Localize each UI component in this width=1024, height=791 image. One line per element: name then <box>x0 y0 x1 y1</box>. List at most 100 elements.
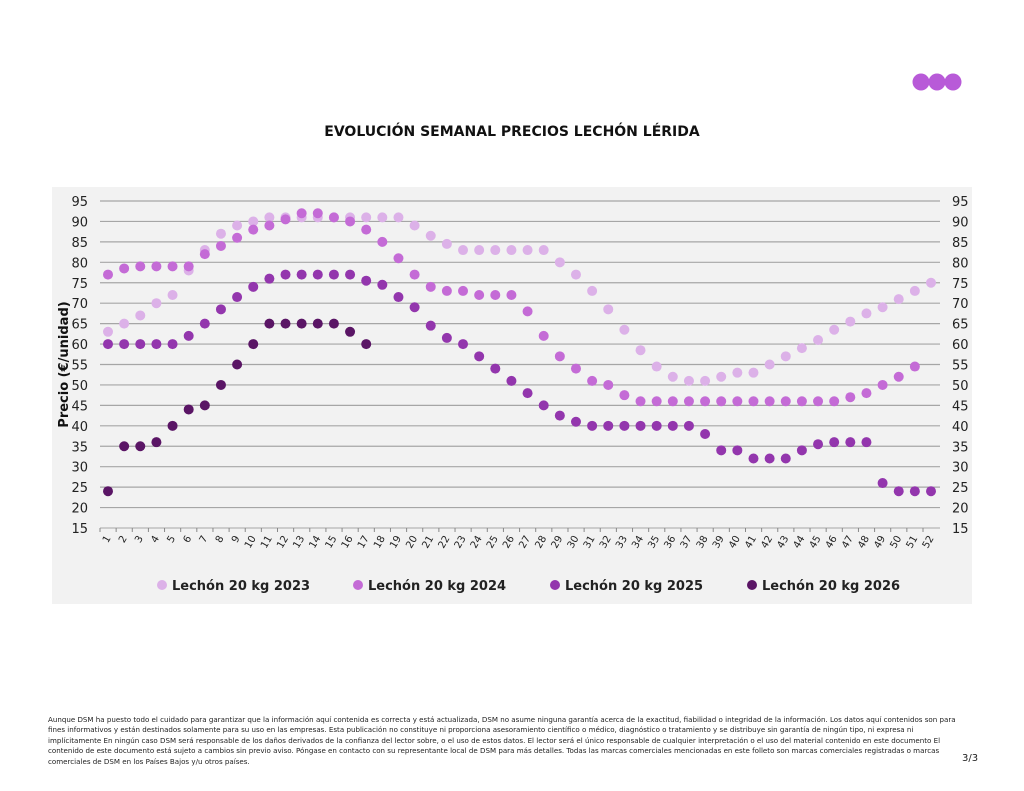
page-number: 3/3 <box>962 753 979 764</box>
data-point-lechón-20-kg-2025 <box>635 420 646 431</box>
x-tick-label: 19 <box>388 534 404 551</box>
data-point-lechón-20-kg-2025 <box>587 420 598 431</box>
data-point-lechón-20-kg-2023 <box>635 345 646 356</box>
data-point-lechón-20-kg-2024 <box>764 396 775 407</box>
data-point-lechón-20-kg-2026 <box>215 379 226 390</box>
data-point-lechón-20-kg-2023 <box>780 351 791 362</box>
data-point-lechón-20-kg-2024 <box>667 396 678 407</box>
data-point-lechón-20-kg-2026 <box>199 400 210 411</box>
y-tick-label-right: 45 <box>952 399 969 414</box>
x-tick-label: 27 <box>517 534 533 551</box>
y-tick-label-left: 50 <box>71 379 88 394</box>
data-point-lechón-20-kg-2024 <box>619 390 630 401</box>
data-point-lechón-20-kg-2025 <box>796 445 807 456</box>
x-tick-label: 39 <box>711 534 727 551</box>
data-point-lechón-20-kg-2026 <box>232 359 243 370</box>
y-tick-label-right: 65 <box>952 318 969 333</box>
data-point-lechón-20-kg-2025 <box>312 269 323 280</box>
data-point-lechón-20-kg-2023 <box>926 277 936 288</box>
data-point-lechón-20-kg-2025 <box>780 453 791 464</box>
data-point-lechón-20-kg-2025 <box>845 437 856 448</box>
y-tick-label-left: 90 <box>71 215 88 230</box>
data-point-lechón-20-kg-2023 <box>215 228 226 239</box>
data-point-lechón-20-kg-2024 <box>248 224 259 235</box>
data-point-lechón-20-kg-2025 <box>441 332 452 343</box>
data-point-lechón-20-kg-2025 <box>425 320 436 331</box>
data-point-lechón-20-kg-2023 <box>425 230 436 241</box>
data-point-lechón-20-kg-2023 <box>119 318 130 329</box>
data-point-lechón-20-kg-2023 <box>264 212 275 223</box>
data-point-lechón-20-kg-2024 <box>861 388 872 399</box>
x-tick-label: 9 <box>230 534 243 545</box>
data-point-lechón-20-kg-2023 <box>861 308 872 319</box>
data-point-lechón-20-kg-2023 <box>909 285 920 296</box>
data-point-lechón-20-kg-2026 <box>183 404 194 415</box>
y-tick-label-right: 80 <box>952 256 969 271</box>
data-point-lechón-20-kg-2023 <box>490 245 501 256</box>
x-tick-label: 24 <box>469 534 485 551</box>
x-tick-label: 48 <box>856 534 872 551</box>
data-point-lechón-20-kg-2023 <box>135 310 146 321</box>
x-tick-label: 47 <box>840 534 856 551</box>
data-point-lechón-20-kg-2025 <box>748 453 759 464</box>
x-tick-label: 20 <box>404 534 420 551</box>
data-point-lechón-20-kg-2024 <box>796 396 807 407</box>
x-tick-label: 14 <box>307 534 323 551</box>
data-point-lechón-20-kg-2025 <box>264 273 275 284</box>
data-point-lechón-20-kg-2023 <box>248 216 259 227</box>
data-point-lechón-20-kg-2025 <box>328 269 339 280</box>
y-tick-label-right: 85 <box>952 236 969 251</box>
x-tick-label: 34 <box>630 534 646 551</box>
data-point-lechón-20-kg-2025 <box>570 416 581 427</box>
x-tick-label: 10 <box>243 534 259 551</box>
data-point-lechón-20-kg-2025 <box>296 269 307 280</box>
legend-marker <box>747 580 757 590</box>
data-point-lechón-20-kg-2025 <box>183 330 194 341</box>
dsm-logo <box>912 73 962 91</box>
legend-marker <box>353 580 363 590</box>
data-point-lechón-20-kg-2025 <box>103 339 113 350</box>
data-point-lechón-20-kg-2024 <box>296 208 307 219</box>
y-tick-label-right: 75 <box>952 277 969 292</box>
x-tick-label: 7 <box>198 534 211 545</box>
data-point-lechón-20-kg-2023 <box>522 245 533 256</box>
x-tick-label: 33 <box>614 534 630 551</box>
y-tick-label-left: 15 <box>71 522 88 537</box>
data-point-lechón-20-kg-2024 <box>280 214 291 225</box>
data-point-lechón-20-kg-2025 <box>926 486 936 497</box>
x-tick-label: 50 <box>888 534 904 551</box>
x-tick-label: 4 <box>149 534 162 545</box>
y-tick-label-right: 90 <box>952 215 969 230</box>
data-point-lechón-20-kg-2024 <box>474 290 485 301</box>
chart-panel: 15 15 20 20 25 25 30 30 35 35 40 40 45 45 50 50 55 55 60 60… <box>52 187 972 604</box>
y-tick-label-left: 35 <box>71 440 88 455</box>
data-point-lechón-20-kg-2024 <box>232 232 243 243</box>
y-tick-label-left: 60 <box>71 338 88 353</box>
x-tick-label: 46 <box>824 534 840 551</box>
data-point-lechón-20-kg-2024 <box>780 396 791 407</box>
x-tick-label: 17 <box>356 534 372 551</box>
x-tick-label: 37 <box>679 534 695 551</box>
x-tick-label: 2 <box>117 534 130 545</box>
data-point-lechón-20-kg-2023 <box>232 220 243 231</box>
data-point-lechón-20-kg-2023 <box>538 245 549 256</box>
x-tick-label: 42 <box>759 534 775 551</box>
data-point-lechón-20-kg-2024 <box>748 396 759 407</box>
data-point-lechón-20-kg-2024 <box>700 396 711 407</box>
data-point-lechón-20-kg-2024 <box>522 306 533 317</box>
data-point-lechón-20-kg-2023 <box>651 361 662 372</box>
x-tick-label: 41 <box>743 534 759 551</box>
data-point-lechón-20-kg-2023 <box>474 245 485 256</box>
data-point-lechón-20-kg-2025 <box>409 302 420 313</box>
data-point-lechón-20-kg-2024 <box>716 396 727 407</box>
data-point-lechón-20-kg-2026 <box>312 318 323 329</box>
legal-disclaimer: Aunque DSM ha puesto todo el cuidado par… <box>48 715 956 766</box>
data-point-lechón-20-kg-2025 <box>474 351 485 362</box>
data-point-lechón-20-kg-2025 <box>861 437 872 448</box>
data-point-lechón-20-kg-2023 <box>700 375 711 386</box>
data-point-lechón-20-kg-2024 <box>183 261 194 272</box>
data-point-lechón-20-kg-2025 <box>215 304 226 315</box>
x-tick-label: 49 <box>872 534 888 551</box>
data-point-lechón-20-kg-2024 <box>635 396 646 407</box>
